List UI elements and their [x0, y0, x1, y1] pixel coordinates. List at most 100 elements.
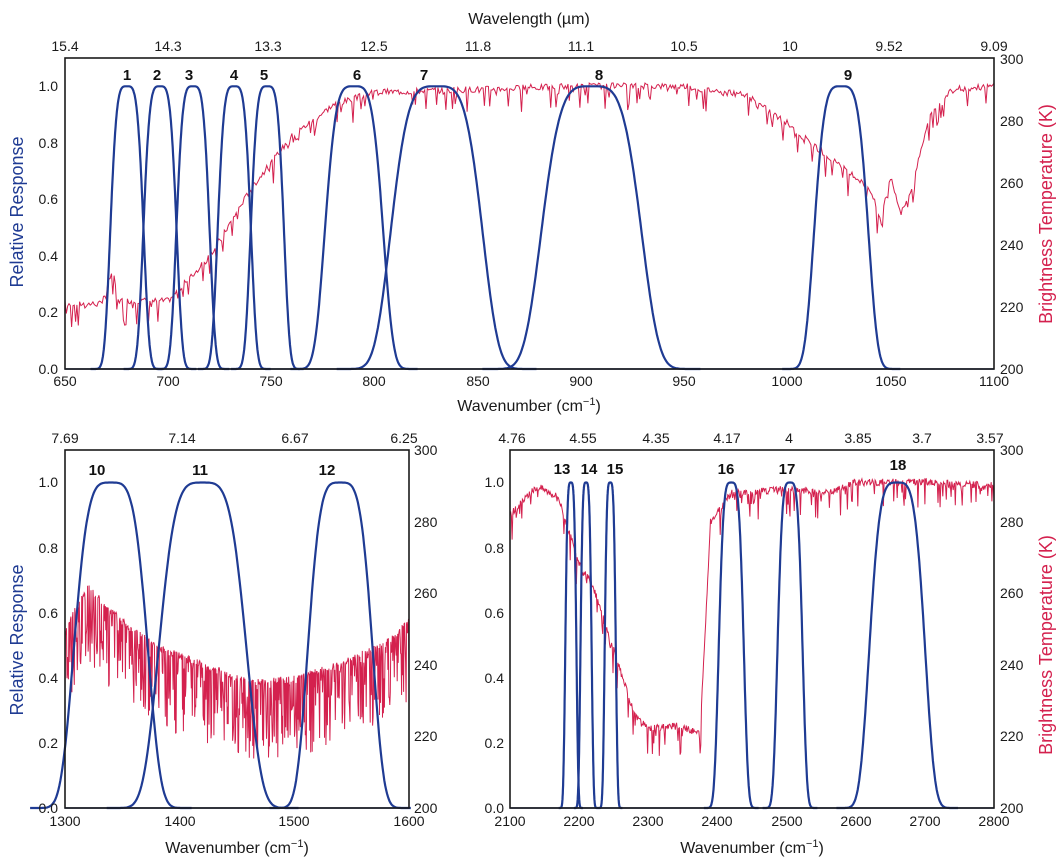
br-wavelength-tick: 4: [785, 430, 793, 446]
bottom-right-y-ticks: 0.0 0.2 0.4 0.6 0.8 1.0: [485, 474, 505, 816]
channel-label: 1: [123, 67, 131, 84]
bl-wavelength-tick: 6.25: [390, 430, 417, 446]
br-y2-tick: 300: [1000, 442, 1024, 458]
top-y2-tick: 260: [1000, 175, 1024, 191]
top-x-tick: 700: [156, 373, 180, 389]
bottom-right-wavelength-ticks: 4.76 4.55 4.35 4.17 4 3.85 3.7 3.57: [498, 430, 1003, 446]
response-curve-channel-2: [123, 85, 197, 371]
bl-wavelength-tick: 7.69: [51, 430, 78, 446]
top-wavelength-tick: 11.8: [465, 38, 491, 54]
top-wavelength-ticks: 15.4 14.3 13.3 12.5 11.8 11.1 10.5 10 9.…: [51, 38, 1007, 54]
bl-y-tick: 1.0: [39, 474, 59, 490]
channel-label: 15: [607, 461, 624, 478]
br-y2-tick: 260: [1000, 585, 1024, 601]
response-curve-channel-7: [336, 85, 537, 371]
channel-label: 4: [230, 67, 239, 84]
bl-y-tick: 0.8: [39, 540, 59, 556]
br-wavelength-tick: 4.76: [498, 430, 525, 446]
bottom-left-y-axis-label: Relative Response: [7, 564, 27, 715]
channel-label: 5: [260, 67, 268, 84]
bottom-right-x-axis-label: Wavenumber (cm−1): [680, 838, 824, 857]
channel-label: 18: [890, 457, 907, 474]
bl-y2-tick: 220: [414, 728, 438, 744]
top-x-tick: 650: [53, 373, 77, 389]
bottom-left-x-axis-label: Wavenumber (cm−1): [165, 838, 309, 857]
br-y-tick: 1.0: [485, 474, 505, 490]
bottom-left-brightness-curve: [64, 585, 410, 759]
bottom-left-plot-frame: [64, 449, 410, 809]
top-x-tick: 800: [362, 373, 386, 389]
top-y-tick: 0.2: [39, 304, 59, 320]
br-y-tick: 0.6: [485, 605, 505, 621]
panel-bottom-left: 0.0 0.2 0.4 0.6 0.8 1.0 200 220 240 260 …: [7, 430, 438, 857]
br-x-tick: 2100: [494, 813, 525, 829]
br-wavelength-tick: 4.35: [642, 430, 669, 446]
top-wavelength-tick: 13.3: [254, 38, 281, 54]
response-curve-channel-14: [573, 481, 599, 810]
br-y2-tick: 280: [1000, 514, 1024, 530]
response-curve-channel-15: [598, 481, 623, 810]
top-wavelength-tick: 10: [782, 38, 798, 54]
top-y-tick: 0.8: [39, 135, 59, 151]
top-x-tick: 1050: [875, 373, 906, 389]
brightness-temperature-line: [64, 82, 995, 328]
br-y2-tick: 240: [1000, 657, 1024, 673]
bl-y-tick: 0.4: [39, 670, 59, 686]
top-x-tick: 1000: [771, 373, 802, 389]
bl-wavelength-tick: 7.14: [168, 430, 195, 446]
panel-top: 0.0 0.2 0.4 0.6 0.8 1.0 200 220 240 260 …: [7, 11, 1056, 415]
top-x-ticks: 650 700 750 800 850 900 950 1000 1050 11…: [53, 373, 1009, 389]
br-y2-tick: 220: [1000, 728, 1024, 744]
response-curve-channel-9: [782, 85, 901, 371]
br-wavelength-tick: 3.7: [912, 430, 932, 446]
top-y-tick: 1.0: [39, 78, 59, 94]
top-y-ticks: 0.0 0.2 0.4 0.6 0.8 1.0: [39, 78, 59, 377]
top-y2-tick: 300: [1000, 51, 1024, 67]
br-x-tick: 2200: [563, 813, 594, 829]
response-curve-channel-10: [30, 481, 192, 810]
bottom-right-y2-ticks: 200 220 240 260 280 300: [1000, 442, 1024, 816]
top-brightness-curve: [64, 82, 995, 328]
top-y2-tick: 220: [1000, 299, 1024, 315]
channel-label: 6: [353, 67, 361, 84]
top-wavelength-tick: 10.5: [670, 38, 697, 54]
channel-label: 2: [153, 67, 161, 84]
bl-y2-tick: 240: [414, 657, 438, 673]
br-x-tick: 2500: [771, 813, 802, 829]
response-curve-channel-12: [269, 481, 411, 810]
br-wavelength-tick: 3.85: [844, 430, 871, 446]
br-y-tick: 0.8: [485, 540, 505, 556]
top-y-tick: 0.4: [39, 248, 59, 264]
response-curve-channel-4: [198, 85, 271, 371]
top-y-axis-label: Relative Response: [7, 136, 27, 287]
br-x-tick: 2400: [701, 813, 732, 829]
top-response-curves: [65, 85, 994, 371]
top-y2-tick: 200: [1000, 361, 1024, 377]
br-wavelength-tick: 4.55: [569, 430, 596, 446]
response-curve-channel-8: [482, 85, 701, 371]
br-wavelength-tick: 3.57: [976, 430, 1003, 446]
top-x-tick: 1100: [979, 373, 1009, 389]
bl-x-tick: 1500: [278, 813, 309, 829]
top-channel-labels: 1 2 3 4 5 6 7 8 9: [123, 67, 852, 84]
br-x-tick: 2700: [909, 813, 940, 829]
response-curve-channel-17: [762, 481, 818, 810]
channel-label: 12: [319, 462, 336, 479]
bottom-left-wavelength-ticks: 7.69 7.14 6.67 6.25: [51, 430, 417, 446]
bl-y2-tick: 200: [414, 800, 438, 816]
bl-wavelength-tick: 6.67: [281, 430, 308, 446]
bottom-right-channel-labels: 13 14 15 16 17 18: [554, 457, 907, 478]
response-curve-channel-6: [290, 85, 418, 371]
bottom-right-x-ticks: 2100 2200 2300 2400 2500 2600 2700 2800: [494, 813, 1009, 829]
response-curve-channel-18: [836, 481, 958, 810]
bl-x-tick: 1600: [393, 813, 424, 829]
bottom-left-channel-labels: 10 11 12: [89, 462, 336, 479]
br-x-tick: 2600: [840, 813, 871, 829]
br-y2-tick: 200: [1000, 800, 1024, 816]
top-wavelength-tick: 11.1: [568, 38, 594, 54]
bl-y-tick: 0.2: [39, 735, 59, 751]
panel-bottom-right: 0.0 0.2 0.4 0.6 0.8 1.0 200 220 240 260 …: [485, 430, 1056, 857]
top-wavelength-axis-label: Wavelength (µm): [468, 11, 590, 28]
top-x-axis-label: Wavenumber (cm−1): [457, 396, 601, 415]
